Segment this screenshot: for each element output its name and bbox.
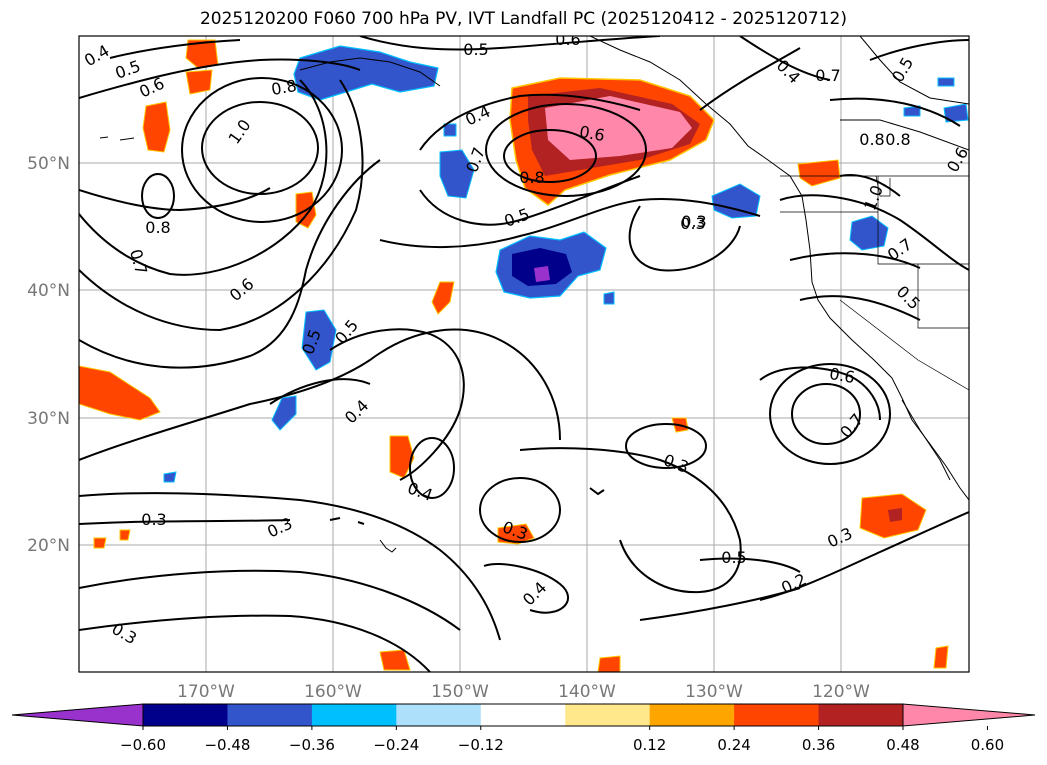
colorbar-segment [734,704,820,726]
contour-label: 0.6 [578,122,606,145]
pv-filled-contours [79,39,969,672]
colorbar-extend-high [902,703,1036,727]
colorbar-segment [396,704,482,726]
colorbar-tick-label: 0.48 [886,736,919,754]
colorbar-tick-label: −0.36 [289,736,335,754]
contour-label: 0.3 [141,510,166,529]
colorbar-segment [480,704,566,726]
contour-label: 0.3 [680,214,705,233]
colorbar-segment [143,704,228,726]
contour-label: 0.8 [859,130,884,149]
longitude-label: 150°W [431,682,489,702]
longitude-label: 130°W [685,682,743,702]
contour-label: 0.5 [721,548,746,567]
latitude-labels: 50°N 40°N 30°N 20°N [27,154,70,556]
contour-label: 0.8 [145,218,170,237]
colorbar-tick-label: 0.36 [802,736,835,754]
longitude-label: 160°W [304,682,362,702]
contour-label: 0.8 [519,168,544,187]
contour-label: 0.8 [885,130,910,149]
latitude-label: 50°N [27,154,70,174]
map-title: 2025120200 F060 700 hPa PV, IVT Landfall… [199,9,847,29]
colorbar-segment [818,704,904,726]
colorbar-tick-label: −0.24 [373,736,419,754]
colorbar-segment [227,704,313,726]
contour-label: 0.5 [463,40,488,59]
colorbar-segment [565,704,651,726]
longitude-labels: 170°W 160°W 150°W 140°W 130°W 120°W [177,682,870,702]
colorbar-tick-label: 0.12 [633,736,666,754]
latitude-label: 30°N [27,409,70,429]
colorbar-extend-low [11,703,144,727]
map-frame [78,35,970,673]
longitude-label: 120°W [812,682,870,702]
contour-label: 0.6 [555,30,580,49]
longitude-label: 170°W [177,682,235,702]
colorbar-tick-label: 0.60 [971,736,1004,754]
colorbar-tick-label: −0.60 [120,736,166,754]
colorbar-segment [311,704,397,726]
colorbar-tick-label: 0.24 [717,736,750,754]
latitude-label: 20°N [27,536,70,556]
colorbar-tick-label: −0.12 [458,736,504,754]
negative-anomaly-bering [293,45,439,101]
colorbar-tick-label: −0.48 [204,736,250,754]
colorbar-segment [649,704,735,726]
longitude-label: 140°W [558,682,616,702]
latitude-label: 40°N [27,281,70,301]
boundaries [780,175,969,391]
contour-label: 0.8 [270,76,298,99]
contour-label: 0.6 [828,364,856,387]
contour-label: 0.7 [815,66,840,85]
colorbar-tick-labels: −0.60 −0.48 −0.36 −0.24 −0.12 0.12 0.24 0.36 0.4… [120,726,1004,754]
contour-label: 0.3 [681,212,706,231]
positive-anomaly-peak [545,96,692,160]
colorbar [11,703,1036,727]
coastlines [99,36,969,553]
ivt-contours [79,36,969,672]
contour-labels: 0.4 0.50.6 0.81.00.80.70.60.50.50.60.70.50… [81,30,969,648]
